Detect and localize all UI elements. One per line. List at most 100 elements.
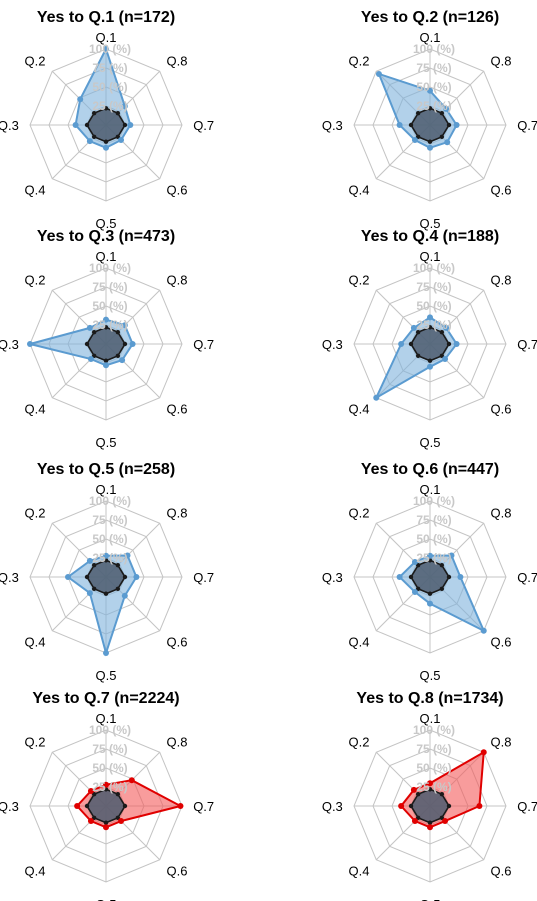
panel-title: Yes to Q.4 (n=188) [361, 228, 499, 245]
baseline-point-q-5 [103, 591, 109, 596]
axis-label-q-6: Q.6 [490, 401, 511, 416]
tick-label: 100 (%) [89, 261, 131, 275]
baseline-point-q-7 [446, 341, 452, 347]
tick-label: 50 (%) [416, 761, 451, 775]
baseline-point-q-8 [115, 329, 121, 335]
tick-label: 100 (%) [89, 42, 131, 56]
panel-title: Yes to Q.5 (n=258) [37, 461, 175, 478]
baseline-point-q-4 [91, 134, 97, 140]
baseline-point-q-1 [103, 787, 109, 792]
data-point-q-5 [427, 363, 433, 370]
tick-label: 25 (%) [92, 99, 127, 113]
baseline-point-q-6 [115, 815, 121, 821]
tick-label: 50 (%) [416, 80, 451, 94]
axis-label-q-1: Q.1 [96, 482, 117, 497]
data-point-q-7 [476, 803, 483, 809]
data-point-q-7 [133, 574, 140, 580]
baseline-point-q-2 [91, 110, 97, 116]
baseline-point-q-1 [103, 106, 109, 111]
axis-label-q-1: Q.1 [96, 249, 117, 264]
data-point-q-7 [129, 341, 136, 347]
axis-label-q-2: Q.2 [349, 273, 370, 288]
axis-label-q-5: Q.5 [420, 435, 441, 450]
axis-label-q-4: Q.4 [25, 863, 46, 878]
baseline-point-q-4 [415, 815, 421, 821]
data-point-q-1 [103, 781, 109, 788]
axis-label-q-7: Q.7 [193, 570, 214, 585]
data-point-q-4 [411, 137, 418, 144]
data-point-q-5 [103, 144, 109, 151]
tick-label: 25 (%) [416, 318, 451, 332]
axis-label-q-3: Q.3 [322, 118, 343, 133]
data-point-q-3 [27, 341, 33, 347]
panel-title: Yes to Q.7 (n=2224) [32, 690, 179, 707]
tick-label: 25 (%) [416, 780, 451, 794]
baseline-point-q-7 [446, 122, 452, 128]
data-point-q-1 [103, 46, 109, 52]
data-point-q-8 [448, 552, 455, 559]
baseline-point-q-2 [91, 791, 97, 797]
data-point-q-3 [398, 341, 405, 347]
data-point-q-7 [127, 122, 134, 128]
data-point-q-7 [453, 122, 460, 128]
radar-panel-5: Yes to Q.5 (n=258) 100 (%) 75 (%) 50 (%) 25 … [0, 461, 214, 683]
data-point-q-1 [427, 87, 433, 94]
data-point-q-7 [457, 574, 464, 580]
tick-label: 75 (%) [416, 742, 451, 756]
baseline-point-q-3 [408, 574, 414, 580]
baseline-point-q-4 [415, 353, 421, 359]
axis-label-q-1: Q.1 [96, 711, 117, 726]
axis-label-q-4: Q.4 [25, 634, 46, 649]
axis-label-q-5: Q.5 [96, 216, 117, 231]
panel-title: Yes to Q.3 (n=473) [37, 228, 175, 245]
baseline-point-q-3 [408, 341, 414, 347]
data-point-q-5 [103, 650, 109, 656]
tick-label: 25 (%) [92, 551, 127, 565]
baseline-point-q-8 [439, 329, 445, 335]
data-point-q-5 [103, 362, 109, 369]
axis-label-q-3: Q.3 [322, 799, 343, 814]
data-point-q-4 [411, 818, 418, 825]
axis-label-q-3: Q.3 [322, 570, 343, 585]
baseline-point-q-1 [103, 325, 109, 330]
axis-label-q-3: Q.3 [322, 337, 343, 352]
baseline-point-q-3 [84, 122, 90, 128]
data-point-q-8 [443, 324, 450, 331]
baseline-point-q-4 [415, 134, 421, 140]
axis-label-q-8: Q.8 [166, 506, 187, 521]
baseline-point-q-7 [122, 122, 128, 128]
baseline-point-q-2 [415, 329, 421, 335]
axis-label-q-6: Q.6 [166, 634, 187, 649]
data-point-q-3 [398, 803, 405, 809]
axis-label-q-5: Q.5 [96, 897, 117, 901]
panel-title: Yes to Q.6 (n=447) [361, 461, 499, 478]
axis-label-q-7: Q.7 [517, 118, 537, 133]
tick-label: 100 (%) [413, 494, 455, 508]
data-point-q-7 [453, 341, 460, 347]
tick-label: 25 (%) [92, 318, 127, 332]
tick-label: 50 (%) [92, 80, 127, 94]
data-point-q-5 [427, 600, 433, 607]
tick-label: 50 (%) [416, 532, 451, 546]
panel-title: Yes to Q.1 (n=172) [37, 9, 175, 26]
baseline-point-q-7 [122, 574, 128, 580]
tick-label: 50 (%) [92, 299, 127, 313]
axis-label-q-7: Q.7 [517, 799, 537, 814]
baseline-point-q-3 [408, 803, 414, 809]
baseline-point-q-1 [427, 325, 433, 330]
axis-label-q-7: Q.7 [517, 570, 537, 585]
axis-label-q-3: Q.3 [0, 337, 19, 352]
data-point-q-1 [427, 552, 433, 559]
baseline-point-q-3 [84, 803, 90, 809]
tick-label: 50 (%) [92, 532, 127, 546]
radar-panel-4: Yes to Q.4 (n=188) 100 (%) 75 (%) 50 (%) 25 … [322, 228, 537, 450]
axis-label-q-6: Q.6 [490, 182, 511, 197]
panel-title: Yes to Q.8 (n=1734) [356, 690, 503, 707]
baseline-point-q-3 [84, 341, 90, 347]
data-point-q-6 [442, 818, 449, 825]
baseline-point-q-1 [427, 787, 433, 792]
axis-label-q-1: Q.1 [96, 30, 117, 45]
axis-label-q-5: Q.5 [96, 435, 117, 450]
baseline-point-q-5 [103, 139, 109, 144]
axis-label-q-4: Q.4 [25, 401, 46, 416]
